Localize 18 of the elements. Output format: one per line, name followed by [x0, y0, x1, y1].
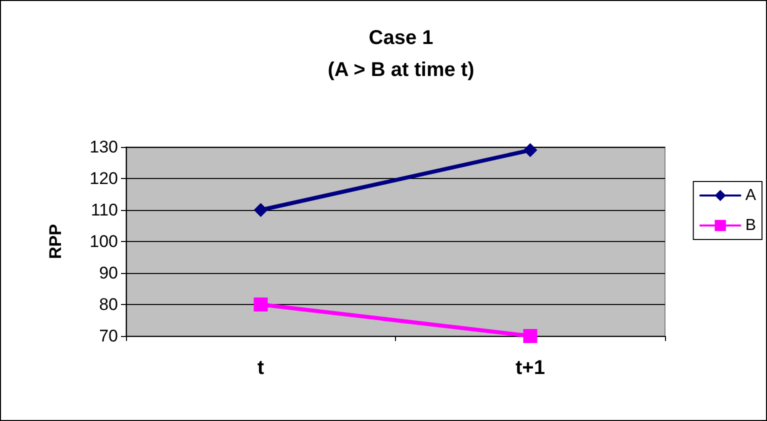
point	[254, 203, 268, 217]
y-tick-label: 90	[99, 264, 118, 282]
x-tick-label: t	[257, 357, 264, 379]
chart-title: Case 1	[368, 27, 434, 49]
point	[254, 298, 268, 312]
point	[523, 143, 538, 158]
y-tick-label: 120	[90, 169, 118, 188]
y-tick-label: 80	[99, 295, 118, 314]
legend-label: A	[745, 187, 756, 204]
y-tick-label: 70	[99, 326, 118, 346]
point	[523, 329, 538, 343]
x-tick-label: t+1	[516, 357, 545, 379]
y-tick-label: 100	[90, 232, 118, 251]
y-tick-label: 110	[90, 200, 118, 220]
y-axis-title: RPP	[46, 224, 65, 259]
legend-label: B	[745, 217, 756, 234]
y-tick-label: 130	[90, 138, 118, 156]
chart-subtitle: (A > B at time t)	[328, 59, 474, 81]
